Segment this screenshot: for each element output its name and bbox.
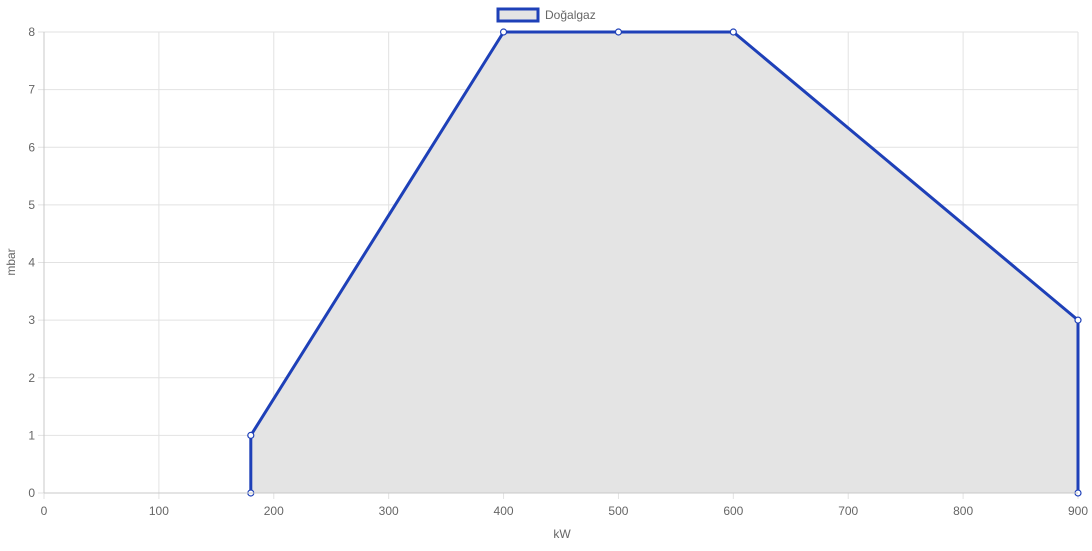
x-tick-label: 900 [1068,504,1088,518]
legend[interactable]: Doğalgaz [496,7,596,23]
y-tick-label: 2 [28,371,35,385]
y-tick-label: 3 [28,313,35,327]
x-tick-label: 300 [379,504,399,518]
series-area-fill [250,32,1079,493]
y-tick-label: 1 [28,428,35,442]
data-point [499,28,508,36]
plot-area [247,28,1082,497]
data-point [614,28,623,36]
legend-label-dogalgaz[interactable]: Doğalgaz [545,8,596,22]
x-tick-label: 700 [838,504,858,518]
x-tick-label: 500 [608,504,628,518]
x-tick-label: 600 [723,504,743,518]
x-tick-label: 400 [494,504,514,518]
data-point [247,431,255,439]
y-tick-label: 8 [28,25,35,39]
y-tick-label: 4 [28,256,35,270]
y-axis-title: mbar [4,248,18,275]
x-tick-label: 0 [41,504,48,518]
data-point [729,28,737,36]
y-tick-label: 5 [28,198,35,212]
axes: 0 100 200 300 400 500 600 700 800 900 0 1 2 3 4 5 6 7 8 [28,25,1088,518]
x-tick-label: 800 [953,504,973,518]
x-tick-label: 200 [264,504,284,518]
y-tick-label: 7 [28,83,35,97]
y-tick-label: 6 [28,140,35,154]
x-axis-title: kW [553,527,571,541]
legend-swatch[interactable] [496,7,540,23]
y-tick-label: 0 [28,486,35,500]
data-point [1074,316,1082,324]
x-tick-label: 100 [149,504,169,518]
